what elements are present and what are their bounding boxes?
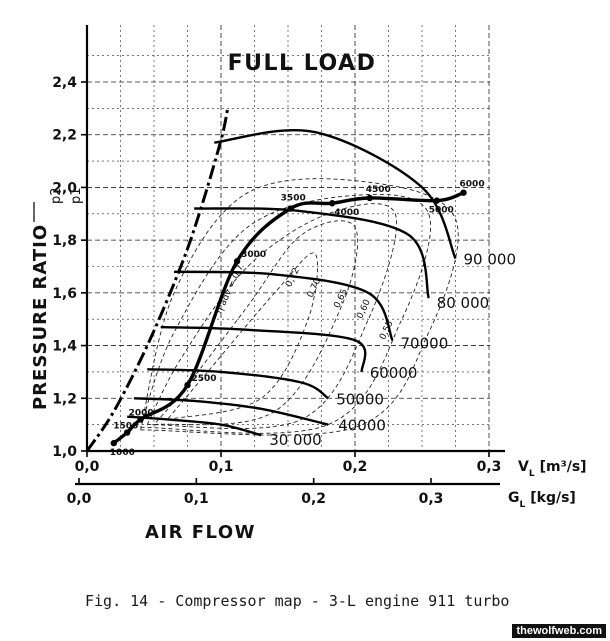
y-axis-label: PRESSURE RATIO (30, 224, 51, 410)
operating-point (287, 205, 294, 212)
y-tick-label: 2,0 (52, 180, 77, 196)
efficiency-contours: η adv = 0,7 0,72 0,70 0,65 0,600,55 (140, 178, 459, 436)
y-tick-label: 1,2 (52, 391, 77, 407)
x-axis-volume-label: VL [m³/s] (518, 459, 587, 479)
operating-point-rpm: 1000 (110, 448, 135, 458)
x-axis-label: AIR FLOW (145, 522, 256, 543)
x-mass-tick-label: 0,1 (184, 491, 209, 507)
operating-point (366, 194, 373, 202)
speed-line (194, 207, 430, 299)
efficiency-label: 0,65 (333, 288, 351, 310)
x-tick-label: 0,0 (75, 459, 100, 475)
grid (87, 25, 490, 451)
x-mass-tick-label: 0,0 (67, 491, 92, 507)
operating-line-path (112, 191, 465, 445)
speed-line-label: 60000 (370, 364, 418, 382)
watermark: thewolfweb.com (512, 624, 606, 638)
x-mass-tick-label: 0,2 (301, 491, 326, 507)
operating-point (233, 258, 241, 265)
efficiency-contour (167, 252, 318, 420)
speed-lines: 30 000 40000 50000 60000 70000 80 000 90 000 (127, 128, 517, 449)
surge-line-path (85, 108, 230, 452)
y-tick-label: 1,0 (52, 444, 77, 460)
efficiency-contour (140, 193, 432, 434)
speed-line-label: 80 000 (437, 294, 490, 312)
operating-point (137, 416, 144, 423)
y-fraction-numerator: p2 (49, 187, 64, 204)
y-tick-label: 1,4 (52, 339, 77, 355)
operating-line: 1000 1500 2000 2500 3000 3500 4000 4500 5000 6000 (110, 180, 485, 458)
operating-point (460, 189, 467, 196)
operating-point-rpm: 4500 (366, 185, 391, 195)
operating-point-rpm: 3000 (241, 250, 266, 260)
speed-line (127, 415, 262, 437)
efficiency-contour (140, 178, 459, 436)
speed-line-label: 30 000 (269, 431, 322, 449)
operating-point (329, 200, 336, 207)
operating-point (433, 197, 440, 204)
y-tick-label: 2,4 (52, 75, 77, 91)
operating-point-rpm: 3500 (281, 194, 306, 204)
operating-point-rpm: 4000 (334, 208, 359, 218)
y-tick-label: 2,2 (52, 128, 77, 144)
speed-line-label: 90 000 (464, 251, 517, 269)
efficiency-contour (146, 203, 398, 429)
compressor-map-chart: η adv = 0,7 0,72 0,70 0,65 0,600,55 30 000 40… (30, 25, 587, 543)
speed-line (174, 270, 394, 341)
x-mass-tick-label: 0,3 (419, 491, 444, 507)
x-axis-mass-label: GL [kg/s] (508, 490, 576, 510)
speed-line (147, 368, 329, 400)
speed-line-label: 40000 (338, 417, 386, 435)
axes: 1,0 1,2 1,4 1,6 1,8 2,0 2,2 2,4 0,0 0,1 0,2 0,3 0,0 0… (52, 25, 505, 507)
surge-line (85, 108, 230, 452)
y-tick-label: 1,8 (52, 233, 77, 249)
operating-point-rpm: 2500 (192, 374, 217, 384)
operating-point (184, 381, 191, 389)
speed-line-label: 70000 (401, 334, 449, 352)
operating-point-rpm: 1500 (113, 422, 138, 432)
operating-point-rpm: 6000 (460, 180, 485, 190)
chart-title: FULL LOAD (228, 51, 377, 76)
y-fraction-denominator: p1 (69, 187, 84, 204)
efficiency-label: 0,60 (355, 298, 373, 321)
speed-line (160, 325, 367, 373)
operating-point-rpm: 2000 (129, 408, 154, 418)
y-tick-label: 1,6 (52, 286, 77, 302)
speed-line (133, 397, 329, 426)
speed-line-label: 50000 (336, 390, 384, 408)
operating-point-rpm: 5000 (429, 206, 454, 216)
x-tick-label: 0,1 (209, 459, 234, 475)
x-tick-label: 0,3 (477, 459, 502, 475)
speed-line (214, 128, 457, 260)
operating-point (124, 429, 131, 436)
figure-caption: Fig. 14 - Compressor map - 3-L engine 91… (85, 592, 510, 610)
x-tick-label: 0,2 (343, 459, 368, 475)
operating-point (110, 439, 118, 447)
